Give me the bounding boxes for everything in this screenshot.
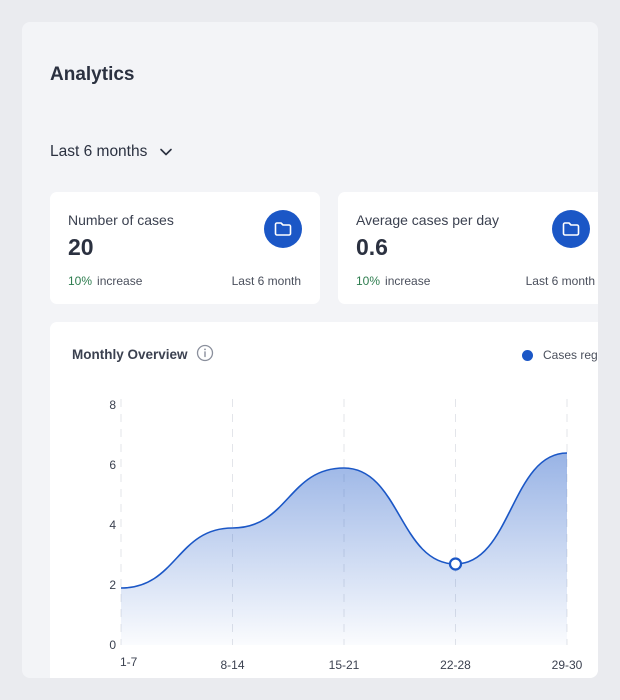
x-tick-label: 1-7 xyxy=(120,655,138,669)
stat-change: 10% increase xyxy=(356,274,430,288)
chart-legend: Cases registered xyxy=(522,348,598,362)
monthly-overview-card: Monthly Overview Cases registered 0 2 4 6 8 1… xyxy=(50,322,598,678)
y-tick-label: 2 xyxy=(109,578,116,592)
period-dropdown-label: Last 6 months xyxy=(50,143,148,160)
stat-change-percent: 10% xyxy=(68,274,93,288)
x-tick-label: 15-21 xyxy=(329,658,360,672)
highlighted-point xyxy=(448,557,463,571)
legend-swatch xyxy=(522,349,533,361)
area-chart: 0 2 4 6 8 1-7 8-14 15-21 22-28 29-30 xyxy=(109,398,583,672)
y-tick-label: 6 xyxy=(109,458,116,472)
stat-value: 0.6 xyxy=(356,234,388,260)
x-tick-label: 8-14 xyxy=(220,658,244,672)
stat-card-average: Average cases per day 0.6 10% increase La… xyxy=(338,192,598,304)
area-fill xyxy=(121,453,567,645)
stat-period: Last 6 month xyxy=(525,274,595,288)
x-tick-label: 22-28 xyxy=(440,658,471,672)
x-tick-label: 29-30 xyxy=(552,658,583,672)
stat-label: Number of cases xyxy=(68,212,174,228)
page-title: Analytics xyxy=(50,64,135,85)
chevron-down-icon xyxy=(160,148,173,156)
stat-change: 10% increase xyxy=(68,274,142,288)
y-tick-label: 4 xyxy=(109,518,116,532)
info-icon[interactable] xyxy=(196,344,214,362)
stat-change-text: increase xyxy=(385,274,431,288)
stat-period: Last 6 month xyxy=(231,274,301,288)
series-line xyxy=(120,452,568,589)
stat-change-percent: 10% xyxy=(356,274,381,288)
chart-title: Monthly Overview xyxy=(72,347,188,362)
folder-icon xyxy=(552,210,590,248)
legend-label: Cases registered xyxy=(543,348,598,362)
folder-icon xyxy=(264,210,302,248)
period-dropdown[interactable]: Last 6 months xyxy=(50,143,173,161)
analytics-panel: Analytics Last 6 months Number of cases … xyxy=(22,22,598,678)
stat-value: 20 xyxy=(68,234,94,260)
stat-card-cases: Number of cases 20 10% increase Last 6 mo… xyxy=(50,192,320,304)
stat-label: Average cases per day xyxy=(356,212,499,228)
stat-change-text: increase xyxy=(97,274,143,288)
y-tick-label: 8 xyxy=(109,398,116,412)
y-tick-label: 0 xyxy=(109,638,116,652)
